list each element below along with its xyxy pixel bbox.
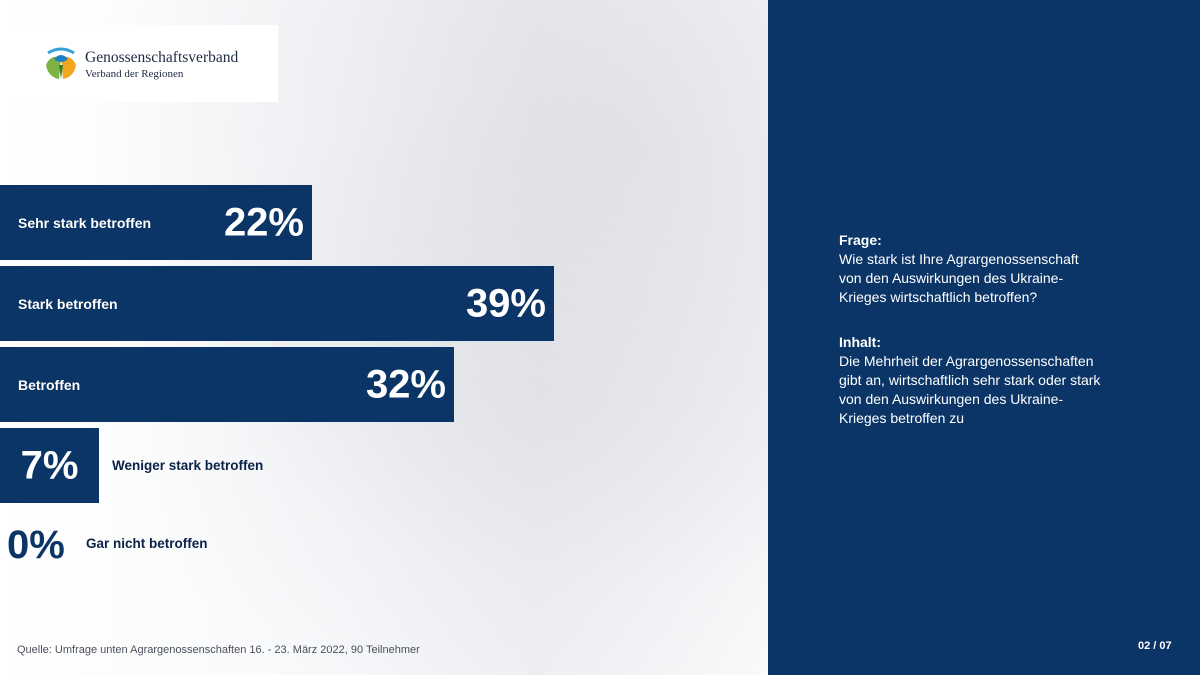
- question-line-3: Krieges wirtschaftlich betroffen?: [839, 289, 1038, 305]
- logo-box: [0, 25, 278, 102]
- logo-subtitle: Verband der Regionen: [85, 68, 184, 80]
- bar-stark-betroffen: Stark betroffen 39%: [0, 266, 554, 341]
- question-line-1: Wie stark ist Ihre Agrargenossenschaft: [839, 251, 1079, 267]
- bar-value-label: 32%: [365, 362, 446, 406]
- bar-label: Gar nicht betroffen: [86, 536, 208, 551]
- bar-value-label: 7%: [20, 443, 79, 487]
- page-number: 02 / 07: [1138, 640, 1172, 652]
- content-line-1: Die Mehrheit der Agrargenossenschaften: [839, 353, 1094, 369]
- bar-label: Weniger stark betroffen: [112, 458, 264, 473]
- bar-label: Stark betroffen: [18, 295, 118, 312]
- question-block: Frage: Wie stark ist Ihre Agrargenossens…: [839, 231, 1139, 307]
- bar-value-label: 39%: [465, 281, 546, 325]
- bar-betroffen: Betroffen 32%: [0, 347, 454, 422]
- content-line-4: Krieges betroffen zu: [839, 410, 965, 426]
- bar-label: Betroffen: [18, 376, 81, 393]
- content-heading: Inhalt:: [839, 334, 881, 350]
- info-panel: [768, 0, 1200, 675]
- source-note: Quelle: Umfrage unten Agrargenossenschaf…: [17, 644, 420, 656]
- content-line-2: gibt an, wirtschaftlich sehr stark oder …: [839, 372, 1101, 388]
- bar-sehr-stark-betroffen: Sehr stark betroffen 22%: [0, 185, 312, 260]
- content-line-3: von den Auswirkungen des Ukraine-: [839, 391, 1064, 407]
- leaf-logo-icon: [46, 47, 76, 79]
- bar-value-label: 0%: [7, 523, 65, 567]
- content-block: Inhalt: Die Mehrheit der Agrargenossensc…: [839, 333, 1139, 428]
- question-line-2: von den Auswirkungen des Ukraine-: [839, 270, 1064, 286]
- bar-label: Sehr stark betroffen: [18, 214, 152, 231]
- bar-weniger-stark-betroffen: 7%: [0, 428, 99, 503]
- question-heading: Frage:: [839, 232, 882, 248]
- bar-value-label: 22%: [223, 200, 304, 244]
- logo-name: Genossenschaftsverband: [85, 49, 239, 66]
